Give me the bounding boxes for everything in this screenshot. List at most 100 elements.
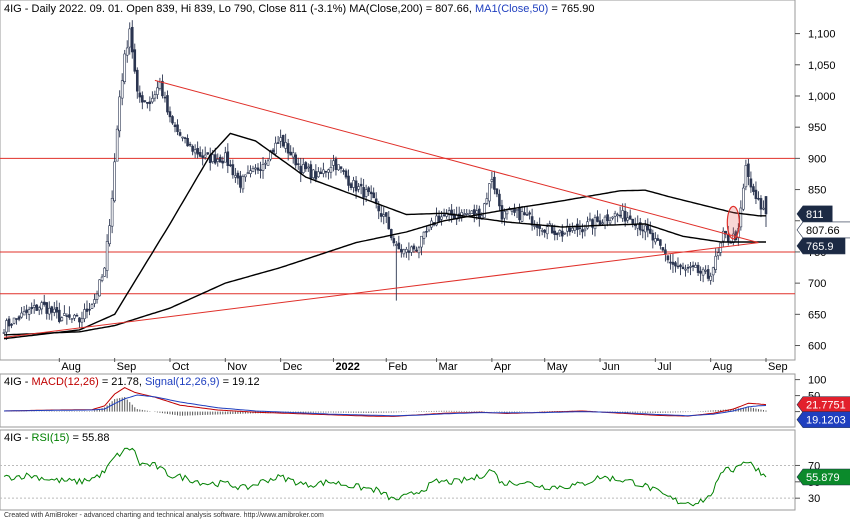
candle-body [115, 128, 119, 162]
candle-body [571, 227, 574, 231]
macd-markers: 21.7751 19.1203 [796, 396, 850, 428]
candle-body [98, 279, 101, 297]
candle-body [324, 171, 328, 173]
candle-body [329, 167, 333, 173]
macd-marker-0-bg [796, 396, 850, 413]
candle-body [27, 309, 31, 315]
candle-body [12, 317, 16, 324]
candle-body [201, 155, 204, 158]
date-tick-label: May [547, 361, 568, 373]
candle-body [638, 222, 642, 231]
candle-body [754, 189, 758, 200]
candle-body [535, 225, 539, 228]
candle-body [339, 166, 343, 169]
candle-body [327, 169, 330, 173]
date-tick-label: 2022 [335, 361, 359, 373]
candle-body [686, 267, 690, 269]
candle-body [382, 214, 386, 217]
candle-body [726, 234, 730, 243]
candle-body [171, 116, 174, 124]
candle-body [661, 247, 665, 251]
candle-body [73, 314, 76, 319]
candle-body [32, 305, 36, 308]
candle-body [118, 96, 121, 132]
candle-body [146, 102, 149, 104]
rsi-marker-0-label: 55.879 [806, 472, 840, 484]
candle-body [218, 156, 222, 163]
candle-body [621, 210, 624, 219]
candle-body [689, 266, 692, 268]
ma200-line [3, 189, 766, 336]
price-marker-0-label: 811 [806, 209, 824, 221]
candle-body [176, 124, 179, 132]
candle-body [538, 225, 541, 229]
candle-body [133, 49, 137, 72]
date-axis: Aug Sep Oct Nov Dec 2022 Feb Mar Apr May Jun Jul Aug… [58, 358, 788, 373]
candle-body [108, 225, 111, 245]
candle-body [757, 197, 760, 200]
candle-body [480, 215, 484, 220]
candle-body [714, 255, 718, 270]
candle-body [286, 143, 290, 154]
candle-body [359, 183, 363, 187]
candle-body [397, 242, 401, 250]
candle-body [88, 308, 91, 311]
candle-body [392, 238, 396, 244]
candle-body [759, 198, 763, 210]
candle-body [377, 205, 381, 212]
candle-body [465, 213, 469, 215]
price-marker-1-label: 807.66 [806, 225, 840, 237]
candle-body [679, 264, 682, 267]
candle-body [206, 152, 210, 155]
candle-body [742, 187, 745, 210]
candle-body [701, 268, 705, 276]
candle-body [525, 214, 529, 216]
candle-body [281, 134, 285, 147]
rsi-grid [0, 464, 795, 499]
candle-body [337, 164, 340, 171]
candle-body [22, 311, 26, 316]
candle-body [442, 214, 446, 217]
candle-body [130, 26, 134, 53]
macd-marker-1-bg [796, 411, 850, 428]
candle-body [560, 230, 564, 237]
candle-body [113, 161, 116, 202]
candle-body [226, 151, 230, 166]
price-tick-label: 900 [808, 153, 826, 165]
candle-body [581, 229, 584, 233]
candle-body [47, 307, 51, 315]
candle-body [395, 244, 398, 246]
candle-body [256, 167, 260, 171]
price-marker-2-label: 765.9 [806, 241, 834, 253]
candle-body [364, 189, 368, 197]
candle-body [322, 169, 325, 174]
candle-body [367, 187, 370, 193]
candle-body [35, 304, 38, 311]
candle-body [613, 212, 617, 217]
highlight-ellipse [726, 205, 740, 240]
candle-body [475, 210, 479, 214]
candle-body [513, 208, 516, 213]
candle-body [563, 232, 567, 235]
candle-body [626, 217, 629, 221]
candle-body [45, 302, 49, 314]
macd-histogram [6, 397, 767, 416]
candle-body [591, 219, 594, 228]
candle-body [470, 210, 474, 214]
candle-body [586, 221, 589, 229]
candle-body [68, 314, 71, 318]
candle-body [505, 210, 509, 215]
candle-body [558, 230, 562, 234]
candle-body [440, 216, 443, 220]
header-part-0: 4IG - [4, 376, 32, 388]
candle-body [58, 309, 61, 322]
candle-body [166, 95, 169, 113]
date-tick-label: Apr [494, 361, 511, 373]
candle-body [83, 309, 86, 320]
candle-body [435, 215, 438, 226]
candle-body [110, 198, 114, 227]
candle-body [216, 159, 220, 162]
candle-body [467, 213, 471, 216]
candle-body [528, 212, 531, 215]
